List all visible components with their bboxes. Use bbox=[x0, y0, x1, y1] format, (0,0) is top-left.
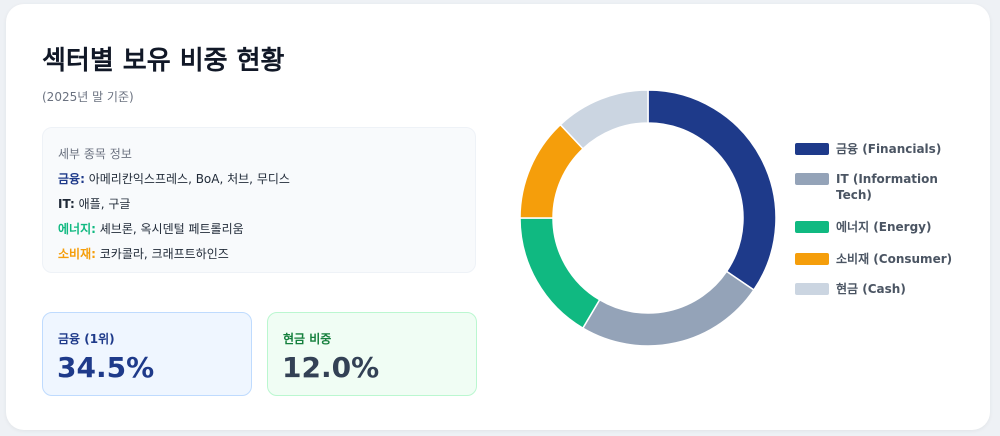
info-label: IT: bbox=[58, 197, 75, 211]
stat-label: 금융 (1위) bbox=[58, 332, 115, 346]
title: 섹터별 보유 비중 현황 bbox=[42, 46, 285, 76]
info-row: 금융: 아메리칸익스프레스, BoA, 처브, 무디스 bbox=[58, 170, 290, 187]
stat-card: 금융 (1위) 34.5% bbox=[42, 312, 252, 396]
legend-swatch bbox=[795, 283, 829, 295]
legend-label: 금융 (Financials) bbox=[836, 142, 942, 156]
legend-label: 소비재 (Consumer) bbox=[836, 252, 953, 266]
info-row: 소비재: 코카콜라, 크래프트하인즈 bbox=[58, 245, 229, 262]
info-label: 금융: bbox=[58, 172, 85, 186]
info-text: 아메리칸익스프레스, BoA, 처브, 무디스 bbox=[84, 172, 290, 186]
stat-label: 현금 비중 bbox=[283, 332, 332, 346]
legend-label: IT (Information Tech) bbox=[836, 172, 938, 202]
legend-swatch bbox=[795, 143, 829, 155]
legend-swatch bbox=[795, 253, 829, 265]
stat-value: 34.5% bbox=[57, 351, 155, 384]
info-label: 소비재: bbox=[58, 247, 96, 261]
legend-label: 현금 (Cash) bbox=[836, 282, 906, 296]
donut-slice bbox=[581, 270, 755, 347]
info-text: 코카콜라, 크래프트하인즈 bbox=[95, 247, 229, 261]
info-row: IT: 애플, 구글 bbox=[58, 195, 130, 212]
legend-swatch bbox=[795, 221, 829, 233]
info-label: 에너지: bbox=[58, 222, 96, 236]
info-text: 셰브론, 옥시덴털 페트롤리움 bbox=[95, 222, 244, 236]
info-box: 세부 종목 정보 금융: 아메리칸익스프레스, BoA, 처브, 무디스 IT: … bbox=[42, 127, 476, 273]
donut-slice bbox=[559, 89, 649, 150]
stat-value: 12.0% bbox=[282, 351, 380, 384]
donut-slice bbox=[519, 217, 601, 330]
info-text: 애플, 구글 bbox=[74, 197, 131, 211]
info-heading: 세부 종목 정보 bbox=[58, 147, 132, 161]
donut-chart bbox=[519, 89, 777, 347]
legend-swatch bbox=[795, 173, 829, 185]
legend-label: 에너지 (Energy) bbox=[836, 220, 932, 234]
stat-card: 현금 비중 12.0% bbox=[267, 312, 477, 396]
subtitle: (2025년 말 기준) bbox=[42, 90, 134, 104]
donut-slice bbox=[647, 89, 777, 291]
info-row: 에너지: 셰브론, 옥시덴털 페트롤리움 bbox=[58, 220, 244, 237]
